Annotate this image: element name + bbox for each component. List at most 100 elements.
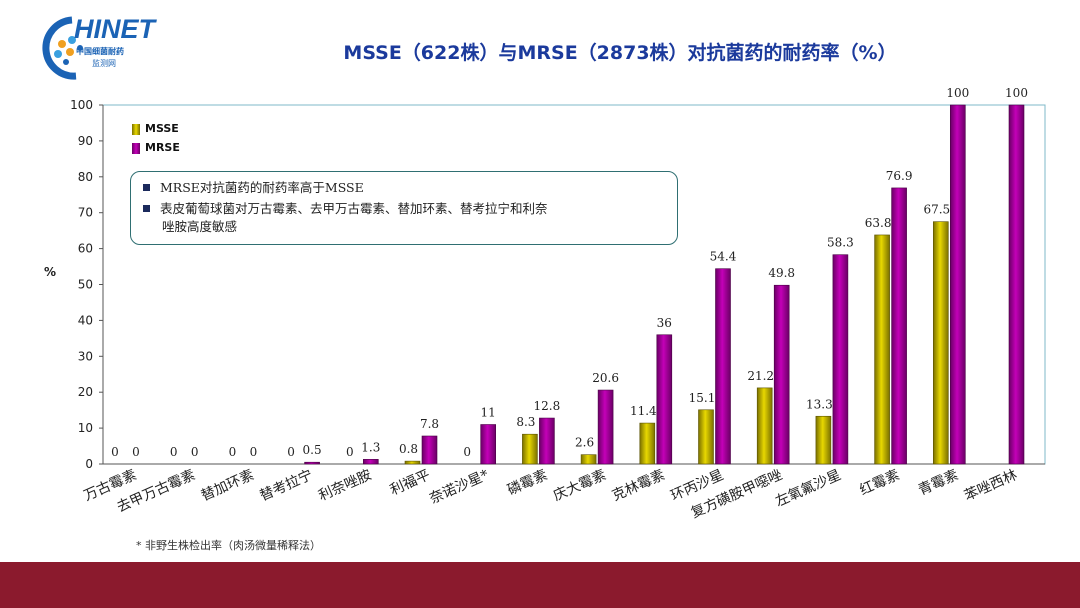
- y-tick-label: 0: [85, 457, 93, 471]
- page-title: MSSE（622株）与MRSE（2873株）对抗菌药的耐药率（%）: [343, 42, 897, 64]
- y-tick-label: 80: [78, 170, 93, 184]
- bar-mrse: [656, 334, 673, 465]
- data-label-msse: 0: [287, 445, 295, 459]
- bar-msse: [874, 234, 890, 465]
- y-tick-label: 70: [78, 206, 93, 220]
- data-label-msse: 67.5: [923, 203, 950, 217]
- bullet-square-icon: [143, 184, 150, 191]
- y-tick-label: 90: [78, 134, 93, 148]
- data-label-mrse: 49.8: [768, 266, 795, 280]
- x-tick-label: 替考拉宁: [257, 466, 315, 504]
- data-label-mrse: 76.9: [886, 169, 913, 183]
- legend-swatch-mrse: [132, 143, 140, 154]
- x-tick-label: 替加环素: [199, 467, 257, 504]
- bar-mrse: [539, 417, 555, 465]
- data-label-mrse: 0.5: [303, 443, 322, 457]
- note-bullet-2-continued: 唑胺高度敏感: [162, 219, 238, 234]
- bar-mrse: [1008, 104, 1025, 465]
- bar-msse: [404, 460, 421, 465]
- y-axis-ticks: 0 10 20 30 40 50 60 70 80 90 100: [70, 98, 103, 471]
- note-bullet-2: 表皮葡萄球菌对万古霉素、去甲万古霉素、替加环素、替考拉宁和利奈: [143, 200, 548, 218]
- data-label-mrse: 1.3: [361, 440, 380, 454]
- bar-mrse: [304, 461, 320, 465]
- bar-msse: [698, 409, 714, 465]
- y-tick-label: 50: [78, 278, 93, 292]
- x-tick-label: 克林霉素: [610, 467, 668, 504]
- logo-globe-icon: [42, 16, 83, 80]
- data-label-msse: 0.8: [399, 442, 418, 456]
- x-tick-label: 青霉素: [916, 467, 961, 499]
- data-label-mrse: 0: [132, 445, 140, 459]
- data-label-msse: 0: [111, 445, 119, 459]
- bar-mrse: [715, 268, 731, 465]
- data-label-msse: 2.6: [575, 436, 594, 450]
- bar-msse: [756, 387, 773, 465]
- data-label-mrse: 7.8: [420, 417, 439, 431]
- note-bullet-1: MRSE对抗菌药的耐药率高于MSSE: [143, 179, 364, 197]
- data-label-msse: 0: [463, 445, 471, 459]
- data-label-msse: 0: [346, 445, 354, 459]
- x-tick-label: 红霉素: [857, 467, 902, 499]
- x-tick-label: 磷霉素: [505, 467, 550, 499]
- y-axis-title: %: [44, 265, 56, 279]
- data-label-mrse: 100: [946, 86, 969, 100]
- y-tick-label: 60: [78, 242, 93, 256]
- data-label-mrse: 36: [657, 316, 672, 330]
- bar-msse: [932, 221, 949, 465]
- data-label-mrse: 100: [1005, 86, 1028, 100]
- chinet-logo: [32, 14, 192, 80]
- bar-msse: [580, 454, 597, 465]
- x-tick-label: 苯唑西林: [962, 466, 1020, 504]
- bullet-square-icon: [143, 205, 150, 212]
- legend-swatch-msse: [132, 124, 140, 135]
- data-label-mrse: 11: [481, 406, 496, 420]
- legend-label-msse: MSSE: [145, 122, 179, 135]
- data-label-msse: 13.3: [806, 397, 833, 411]
- bar-mrse: [597, 389, 614, 465]
- data-labels-group: 0 0 0 0 0 0 0 0.5 0 1.3 0.87.80118.312.82.620.611.…: [111, 86, 1028, 459]
- legend-label-mrse: MRSE: [145, 141, 180, 154]
- x-tick-label: 利福平: [388, 467, 433, 499]
- y-tick-label: 20: [78, 385, 93, 399]
- data-label-msse: 8.3: [516, 415, 535, 429]
- footer-bar: [0, 562, 1080, 608]
- y-tick-label: 40: [78, 313, 93, 327]
- bar-mrse: [832, 254, 849, 465]
- note-box: MRSE对抗菌药的耐药率高于MSSE 表皮葡萄球菌对万古霉素、去甲万古霉素、替加…: [130, 171, 678, 245]
- data-label-msse: 0: [229, 445, 237, 459]
- bar-mrse: [773, 284, 790, 465]
- bar-mrse: [421, 435, 438, 465]
- data-label-mrse: 20.6: [592, 371, 619, 385]
- bar-mrse: [891, 187, 907, 465]
- bars-group: [304, 104, 1025, 465]
- footnote: * 非野生株检出率（肉汤微量稀释法）: [136, 539, 321, 552]
- bar-msse: [639, 422, 656, 465]
- x-tick-label: 奈诺沙星*: [427, 467, 491, 507]
- bar-msse: [522, 433, 538, 465]
- y-tick-label: 30: [78, 349, 93, 363]
- data-label-mrse: 0: [191, 445, 199, 459]
- data-label-msse: 21.2: [747, 369, 774, 383]
- data-label-mrse: 12.8: [534, 399, 561, 413]
- y-tick-label: 100: [70, 98, 93, 112]
- data-label-mrse: 54.4: [710, 250, 737, 264]
- x-tick-label: 左氧氟沙星: [773, 467, 843, 510]
- bar-msse: [815, 415, 832, 465]
- logo-subtitle-2: 监测网: [92, 59, 116, 68]
- data-label-msse: 63.8: [865, 216, 892, 230]
- data-label-msse: 11.4: [630, 404, 657, 418]
- x-tick-label: 庆大霉素: [551, 467, 609, 504]
- y-tick-label: 10: [78, 421, 93, 435]
- data-label-mrse: 0: [250, 445, 258, 459]
- logo-subtitle-1: 中国细菌耐药: [76, 47, 124, 56]
- x-tick-label: 利奈唑胺: [316, 467, 374, 504]
- data-label-msse: 15.1: [689, 391, 716, 405]
- bar-mrse: [949, 104, 966, 465]
- data-label-mrse: 58.3: [827, 236, 854, 250]
- logo-wordmark: HINET: [74, 14, 155, 44]
- bar-mrse: [362, 459, 379, 465]
- bar-mrse: [480, 424, 497, 465]
- data-label-msse: 0: [170, 445, 178, 459]
